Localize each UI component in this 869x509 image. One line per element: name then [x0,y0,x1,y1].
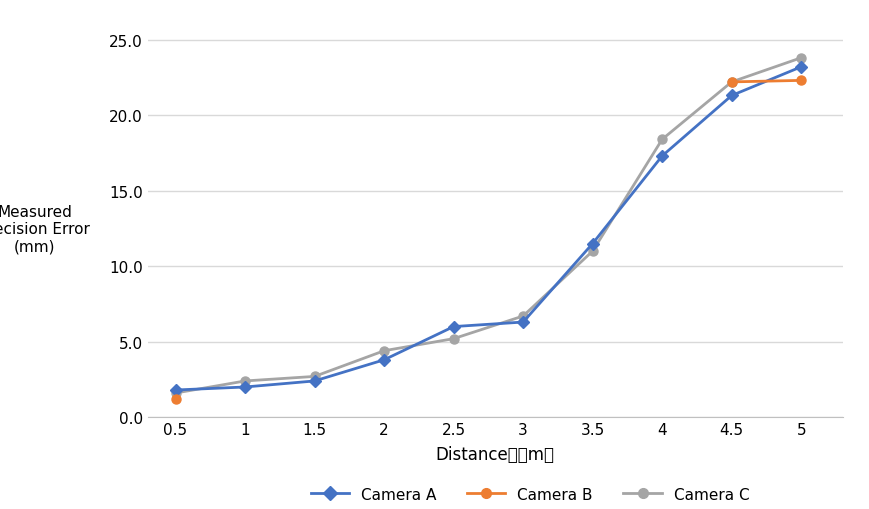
X-axis label: Distance　（m）: Distance （m） [436,445,554,464]
Text: Measured
Precision Error
(mm): Measured Precision Error (mm) [0,204,90,254]
Legend: Camera A, Camera B, Camera C: Camera A, Camera B, Camera C [304,480,756,508]
